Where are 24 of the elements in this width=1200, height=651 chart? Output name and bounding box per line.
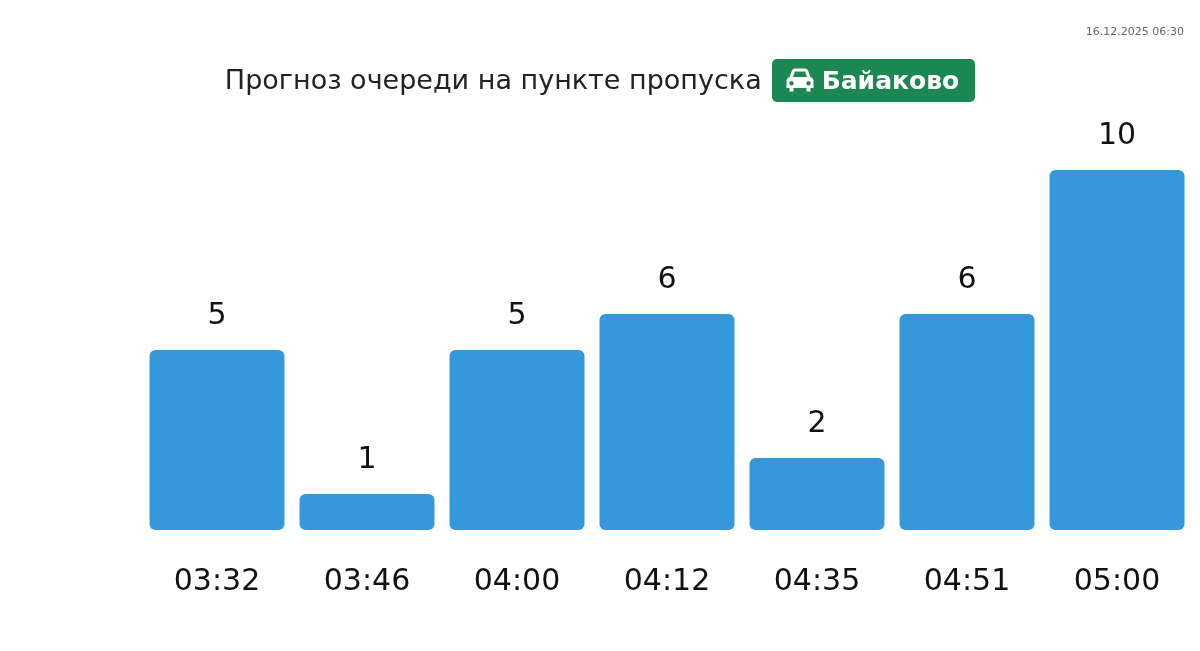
x-tick-label: 03:46 xyxy=(323,561,411,597)
data-label: 2 xyxy=(807,403,827,439)
bar xyxy=(899,314,1035,530)
x-tick-label: 05:00 xyxy=(1073,561,1161,597)
data-label: 1 xyxy=(357,439,377,475)
x-tick-label: 03:32 xyxy=(173,561,261,597)
data-label: 5 xyxy=(507,295,527,331)
data-label: 6 xyxy=(957,259,977,295)
data-label: 6 xyxy=(657,259,677,295)
x-tick-label: 04:00 xyxy=(473,561,561,597)
chart-title: Прогноз очереди на пункте пропуска xyxy=(224,63,762,97)
bar xyxy=(149,350,285,530)
bar xyxy=(749,458,885,530)
bar xyxy=(449,350,585,530)
data-label: 5 xyxy=(207,295,227,331)
bar xyxy=(299,494,435,530)
x-tick-label: 04:51 xyxy=(923,561,1011,597)
bar xyxy=(1049,170,1185,530)
bar xyxy=(599,314,735,530)
chart-subtitle: Байаково xyxy=(821,65,960,95)
x-tick-label: 04:35 xyxy=(773,561,861,597)
text: 16.12.2025 06:30 xyxy=(1085,25,1184,39)
data-label: 10 xyxy=(1097,115,1137,151)
x-tick-label: 04:12 xyxy=(623,561,711,597)
